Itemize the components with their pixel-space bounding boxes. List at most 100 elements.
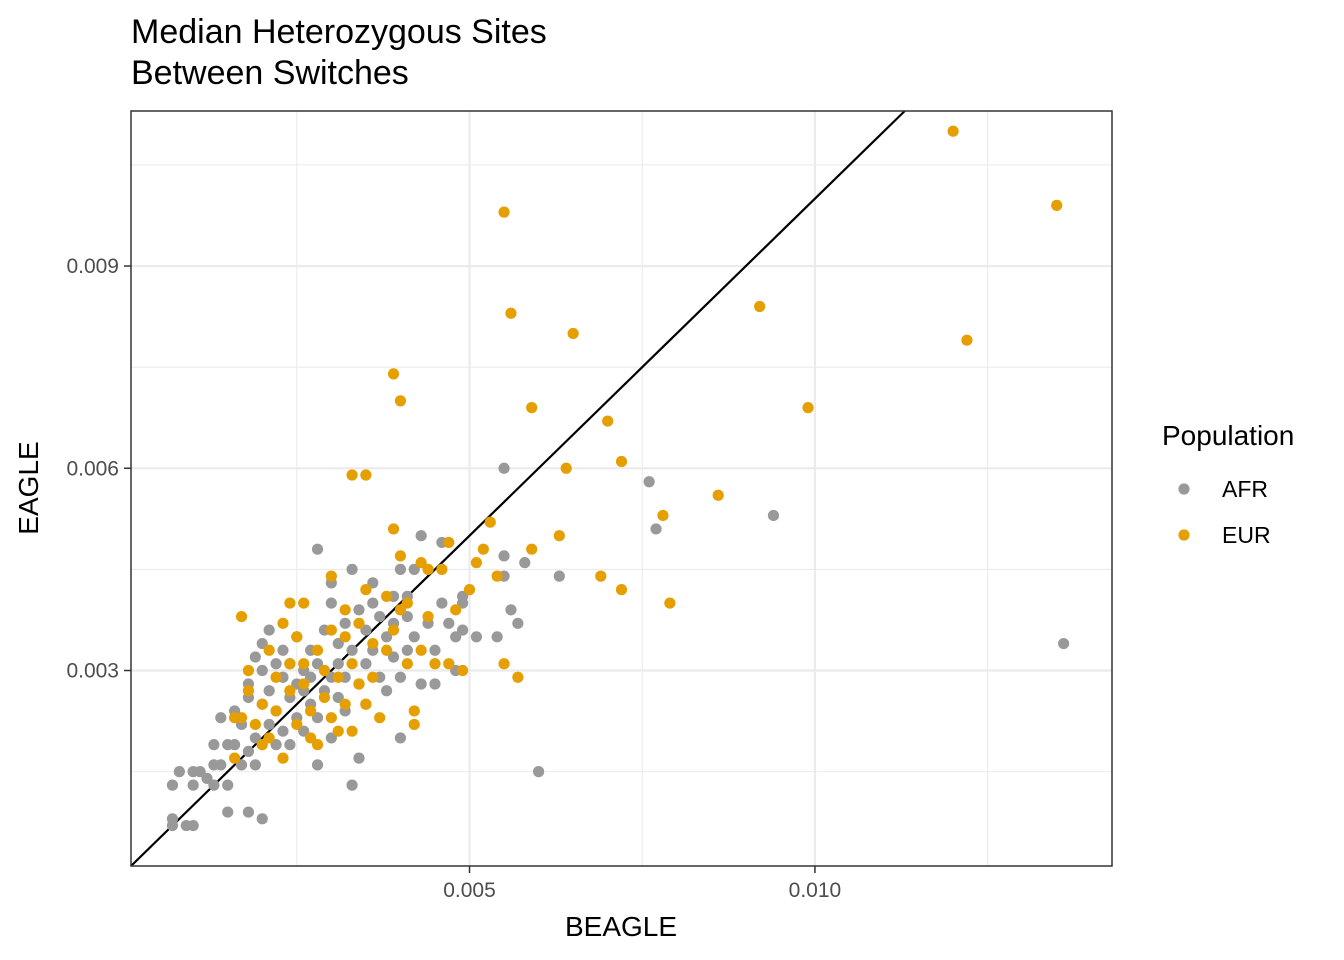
point-eur-31 <box>325 712 337 724</box>
point-eur-22 <box>298 678 310 690</box>
chart-subtitle: Between Switches <box>131 54 409 92</box>
point-afr-15 <box>222 806 234 818</box>
y-tick-label-0: 0.003 <box>66 660 119 683</box>
point-afr-121 <box>650 523 662 535</box>
point-afr-35 <box>263 685 275 697</box>
point-afr-53 <box>305 671 317 683</box>
point-afr-91 <box>394 732 407 744</box>
point-eur-53 <box>394 550 407 562</box>
point-eur-58 <box>408 718 420 731</box>
point-afr-41 <box>277 644 289 656</box>
point-eur-75 <box>498 658 510 670</box>
point-eur-12 <box>270 705 282 717</box>
series-eur <box>229 125 1063 764</box>
point-afr-65 <box>332 691 344 704</box>
point-eur-67 <box>443 658 455 670</box>
chart-title-group: Median Heterozygous Sites Between Switch… <box>131 13 547 92</box>
x-tick-label-1: 0.010 <box>789 879 842 902</box>
point-afr-54 <box>311 759 324 771</box>
point-eur-48 <box>381 590 393 602</box>
y-tick-label-2: 0.009 <box>66 255 119 278</box>
point-eur-24 <box>305 732 317 744</box>
point-eur-30 <box>325 624 337 636</box>
point-afr-9 <box>201 772 213 784</box>
point-eur-92 <box>802 402 814 414</box>
point-eur-85 <box>602 415 614 427</box>
point-afr-50 <box>298 725 310 737</box>
point-eur-90 <box>712 489 724 501</box>
point-eur-15 <box>284 658 296 670</box>
point-eur-33 <box>332 725 344 737</box>
point-afr-90 <box>394 671 407 683</box>
point-afr-23 <box>242 745 255 758</box>
point-eur-43 <box>360 584 372 596</box>
point-eur-55 <box>394 395 407 407</box>
legend-title: Population <box>1162 420 1294 451</box>
point-afr-73 <box>353 604 365 616</box>
point-eur-45 <box>367 637 379 650</box>
point-eur-80 <box>526 543 538 555</box>
point-afr-112 <box>498 550 510 562</box>
minor-gridlines <box>131 111 1112 866</box>
point-eur-69 <box>457 664 469 677</box>
legend-key-afr <box>1178 483 1190 495</box>
point-afr-12 <box>208 779 220 791</box>
x-tick-label-0: 0.005 <box>443 879 496 902</box>
point-afr-31 <box>256 664 268 677</box>
point-afr-13 <box>215 759 227 771</box>
point-afr-60 <box>325 597 337 609</box>
point-eur-42 <box>360 469 372 481</box>
point-eur-83 <box>567 327 579 340</box>
point-afr-122 <box>767 509 780 522</box>
point-eur-71 <box>470 557 483 569</box>
legend-entry-eur: EUR <box>1178 522 1271 548</box>
point-afr-79 <box>367 577 379 589</box>
point-eur-86 <box>615 455 628 468</box>
point-eur-25 <box>311 644 324 656</box>
point-eur-3 <box>235 610 248 623</box>
point-afr-84 <box>381 631 393 643</box>
point-afr-119 <box>553 570 565 582</box>
point-eur-47 <box>374 712 386 724</box>
point-eur-9 <box>263 644 275 656</box>
point-afr-117 <box>519 557 531 569</box>
point-afr-82 <box>374 610 386 623</box>
point-eur-94 <box>961 334 973 346</box>
point-afr-88 <box>387 651 400 663</box>
point-eur-59 <box>408 705 420 717</box>
point-afr-3 <box>173 766 185 778</box>
point-afr-113 <box>498 462 510 474</box>
point-afr-11 <box>208 739 220 751</box>
point-eur-81 <box>553 530 565 542</box>
point-afr-20 <box>235 759 248 771</box>
point-afr-123 <box>1058 637 1070 650</box>
point-afr-111 <box>491 631 503 643</box>
legend-key-eur <box>1178 529 1190 541</box>
point-afr-34 <box>263 718 275 731</box>
point-eur-21 <box>298 658 310 670</box>
point-afr-89 <box>394 563 407 575</box>
point-afr-97 <box>415 530 427 542</box>
point-eur-27 <box>318 664 331 677</box>
point-eur-11 <box>270 671 282 683</box>
point-eur-18 <box>291 718 303 731</box>
point-afr-115 <box>505 604 517 616</box>
x-axis-ticks: 0.005 0.010 <box>443 866 841 902</box>
point-afr-80 <box>367 597 379 609</box>
point-afr-108 <box>457 597 469 609</box>
point-afr-67 <box>339 617 351 629</box>
point-afr-116 <box>512 617 524 629</box>
y-tick-label-1: 0.006 <box>66 457 119 480</box>
point-eur-79 <box>526 402 538 414</box>
point-eur-76 <box>498 206 510 218</box>
point-eur-50 <box>387 368 400 380</box>
points-layer <box>166 125 1070 832</box>
point-eur-68 <box>450 604 462 616</box>
point-afr-44 <box>284 739 296 751</box>
point-eur-41 <box>353 678 365 690</box>
point-eur-20 <box>298 597 310 609</box>
series-afr <box>166 462 1070 832</box>
point-eur-88 <box>657 509 669 522</box>
point-eur-77 <box>505 307 517 319</box>
